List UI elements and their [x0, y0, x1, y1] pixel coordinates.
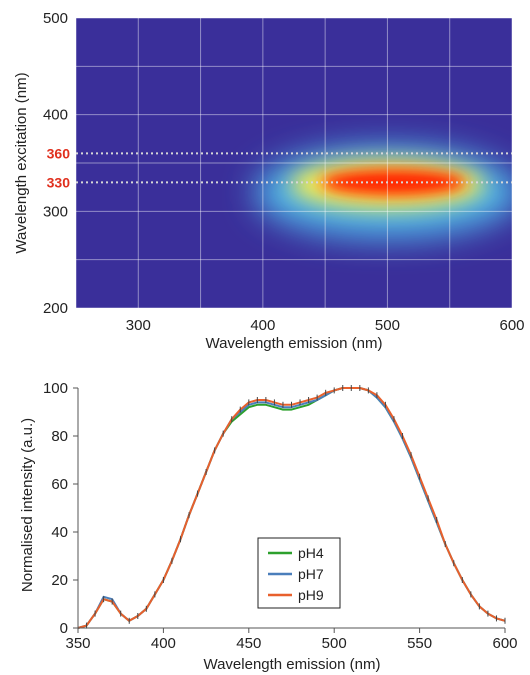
- x-tick-label: 600: [492, 635, 517, 652]
- x-tick-label: 500: [322, 635, 347, 652]
- legend: pH4 pH7 pH9: [258, 538, 340, 608]
- legend-label-pH9: pH9: [298, 587, 324, 603]
- heatmap-y-tick-label: 200: [43, 300, 68, 317]
- heatmap-x-tick-label: 400: [250, 317, 275, 334]
- highlight-label-330: 330: [47, 174, 71, 190]
- heatmap-y-tick-label: 500: [43, 10, 68, 27]
- y-tick-label: 20: [51, 572, 68, 589]
- heatmap-y-tick-label: 400: [43, 107, 68, 124]
- line-chart-y-ticks: 0 20 40 60 80 100: [43, 380, 78, 637]
- heatmap-y-ticks: 200 300 400 500: [43, 10, 68, 317]
- legend-label-pH7: pH7: [298, 566, 324, 582]
- line-chart-x-axis-title: Wavelength emission (nm): [203, 656, 380, 673]
- x-tick-label: 450: [236, 635, 261, 652]
- heatmap-x-ticks: 300 400 500 600: [126, 317, 525, 334]
- x-tick-label: 350: [65, 635, 90, 652]
- x-tick-label: 550: [407, 635, 432, 652]
- heatmap-x-tick-label: 600: [499, 317, 524, 334]
- heatmap-chart: 360 330 300 400 500 600 200 300 400 500 Wavelen…: [13, 10, 525, 352]
- y-tick-label: 100: [43, 380, 68, 397]
- y-tick-label: 80: [51, 428, 68, 445]
- heatmap-x-tick-label: 500: [375, 317, 400, 334]
- highlight-label-360: 360: [47, 145, 71, 161]
- line-chart: 350 400 450 500 550 600 0 20 40 60 80 100 Waveleng…: [19, 380, 518, 673]
- heatmap-y-tick-label: 300: [43, 203, 68, 220]
- heatmap-y-axis-title: Wavelength excitation (nm): [13, 72, 30, 253]
- x-tick-label: 400: [151, 635, 176, 652]
- heatmap-x-axis-title: Wavelength emission (nm): [205, 335, 382, 352]
- line-chart-x-ticks: 350 400 450 500 550 600: [65, 628, 517, 652]
- line-chart-y-axis-title: Normalised intensity (a.u.): [19, 418, 36, 592]
- y-tick-label: 60: [51, 476, 68, 493]
- y-tick-label: 0: [60, 620, 68, 637]
- y-tick-label: 40: [51, 524, 68, 541]
- heatmap-x-tick-label: 300: [126, 317, 151, 334]
- legend-label-pH4: pH4: [298, 545, 324, 561]
